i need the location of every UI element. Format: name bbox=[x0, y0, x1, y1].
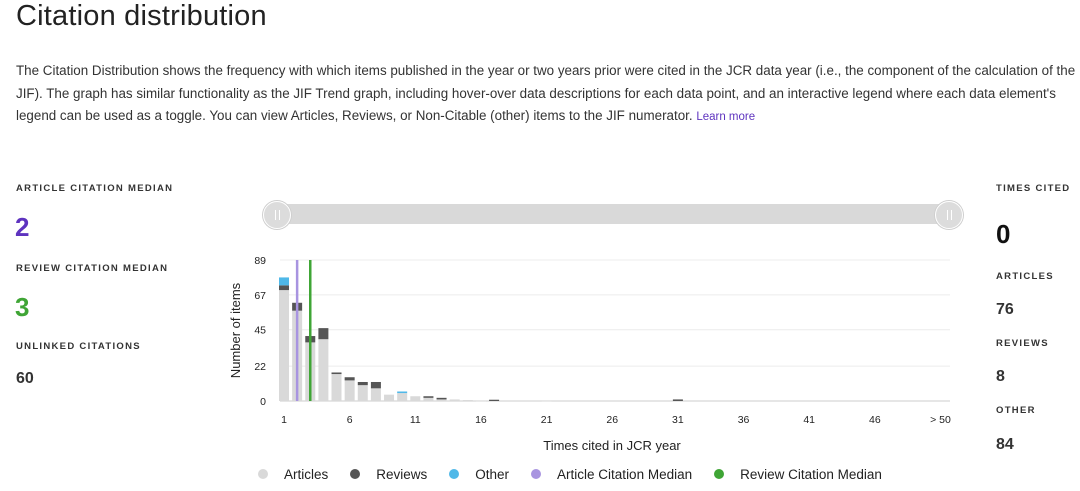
x-tick-label: 31 bbox=[672, 414, 684, 426]
bar-articles bbox=[384, 394, 395, 401]
bar-reviews bbox=[423, 396, 434, 398]
bar-articles bbox=[357, 385, 368, 401]
bar-articles bbox=[436, 399, 447, 401]
legend-label-review-citation-median: Review Citation Median bbox=[740, 466, 882, 482]
bar-articles bbox=[397, 393, 408, 401]
article-citation-median-value: 2 bbox=[15, 212, 30, 242]
x-tick-label: > 50 bbox=[930, 414, 951, 426]
bar-reviews bbox=[331, 372, 342, 375]
bar-articles bbox=[331, 374, 342, 401]
x-tick-label: 11 bbox=[410, 414, 421, 426]
x-tick-label: 16 bbox=[475, 414, 487, 426]
bar-reviews bbox=[344, 377, 355, 381]
bar-articles bbox=[410, 396, 421, 401]
x-tick-label: 41 bbox=[803, 414, 815, 426]
bar-articles bbox=[462, 400, 473, 402]
bar-articles bbox=[423, 397, 434, 401]
x-tick-label: 46 bbox=[869, 414, 881, 426]
review-citation-median-value: 3 bbox=[15, 292, 30, 322]
legend-item-articles[interactable]: Articles bbox=[258, 467, 328, 482]
x-axis-title: Times cited in JCR year bbox=[543, 438, 681, 453]
review-citation-median-label: REVIEW CITATION MEDIAN bbox=[16, 263, 169, 274]
bar-reviews bbox=[672, 399, 683, 401]
bar-other bbox=[397, 391, 408, 394]
legend-label-reviews: Reviews bbox=[376, 466, 428, 482]
x-tick-label: 21 bbox=[541, 414, 553, 426]
articles-legend-dot bbox=[258, 469, 268, 479]
bar-articles bbox=[318, 339, 329, 401]
x-tick-label: 1 bbox=[281, 414, 287, 426]
x-tick-label: 6 bbox=[347, 414, 353, 426]
unlinked-citations-label: UNLINKED CITATIONS bbox=[16, 341, 141, 352]
articles-label: ARTICLES bbox=[996, 271, 1054, 282]
article-citation-median-label: ARTICLE CITATION MEDIAN bbox=[16, 183, 174, 194]
legend-label-other: Other bbox=[475, 466, 510, 482]
y-tick-label: 89 bbox=[254, 255, 266, 267]
review-median-legend-dot bbox=[714, 469, 725, 479]
legend-item-article-citation-median[interactable]: Article Citation Median bbox=[531, 467, 692, 482]
bar-articles bbox=[449, 399, 460, 401]
description-text: The Citation Distribution shows the freq… bbox=[16, 63, 1076, 123]
legend-label-articles: Articles bbox=[284, 466, 329, 482]
bar-articles bbox=[370, 388, 381, 401]
reviews-legend-dot bbox=[350, 469, 361, 479]
other-label: OTHER bbox=[996, 405, 1036, 416]
times-cited-value: 0 bbox=[996, 219, 1011, 249]
legend-label-article-citation-median: Article Citation Median bbox=[557, 466, 693, 482]
bar-articles bbox=[541, 400, 552, 402]
bar-other bbox=[279, 277, 289, 286]
page-description: The Citation Distribution shows the freq… bbox=[16, 60, 1076, 129]
bar-reviews bbox=[279, 285, 289, 291]
bar-reviews bbox=[489, 399, 500, 401]
bar-articles bbox=[344, 380, 355, 401]
other-legend-dot bbox=[449, 469, 460, 479]
y-tick-label: 0 bbox=[260, 396, 266, 408]
y-tick-label: 45 bbox=[254, 325, 266, 337]
times-cited-label: TIMES CITED bbox=[996, 183, 1071, 194]
range-slider-right-handle[interactable] bbox=[935, 201, 963, 229]
learn-more-link[interactable]: Learn more bbox=[696, 111, 756, 123]
reviews-label: REVIEWS bbox=[996, 338, 1049, 349]
articles-value: 76 bbox=[996, 301, 1014, 318]
y-tick-label: 67 bbox=[254, 290, 266, 302]
legend-item-other[interactable]: Other bbox=[449, 467, 509, 482]
x-tick-label: 36 bbox=[738, 414, 750, 426]
range-slider-track[interactable] bbox=[264, 204, 962, 224]
bar-reviews bbox=[370, 381, 381, 389]
range-slider-left-handle[interactable] bbox=[263, 201, 291, 229]
y-tick-label: 22 bbox=[254, 361, 266, 373]
y-axis-title: Number of items bbox=[228, 282, 243, 378]
x-tick-label: 26 bbox=[606, 414, 618, 426]
bar-articles bbox=[475, 400, 486, 402]
bar-reviews bbox=[357, 381, 368, 386]
other-value: 84 bbox=[996, 436, 1014, 453]
page-title: Citation distribution bbox=[16, 0, 267, 32]
bar-reviews bbox=[436, 397, 447, 400]
legend-item-review-citation-median[interactable]: Review Citation Median bbox=[714, 467, 882, 482]
article-median-legend-dot bbox=[531, 469, 542, 479]
bar-articles bbox=[279, 290, 289, 401]
unlinked-citations-value: 60 bbox=[16, 370, 34, 387]
chart-legend: Articles Reviews Other Article Citation … bbox=[258, 463, 904, 485]
legend-item-reviews[interactable]: Reviews bbox=[350, 467, 427, 482]
bar-reviews bbox=[318, 328, 329, 340]
reviews-value: 8 bbox=[996, 368, 1005, 385]
